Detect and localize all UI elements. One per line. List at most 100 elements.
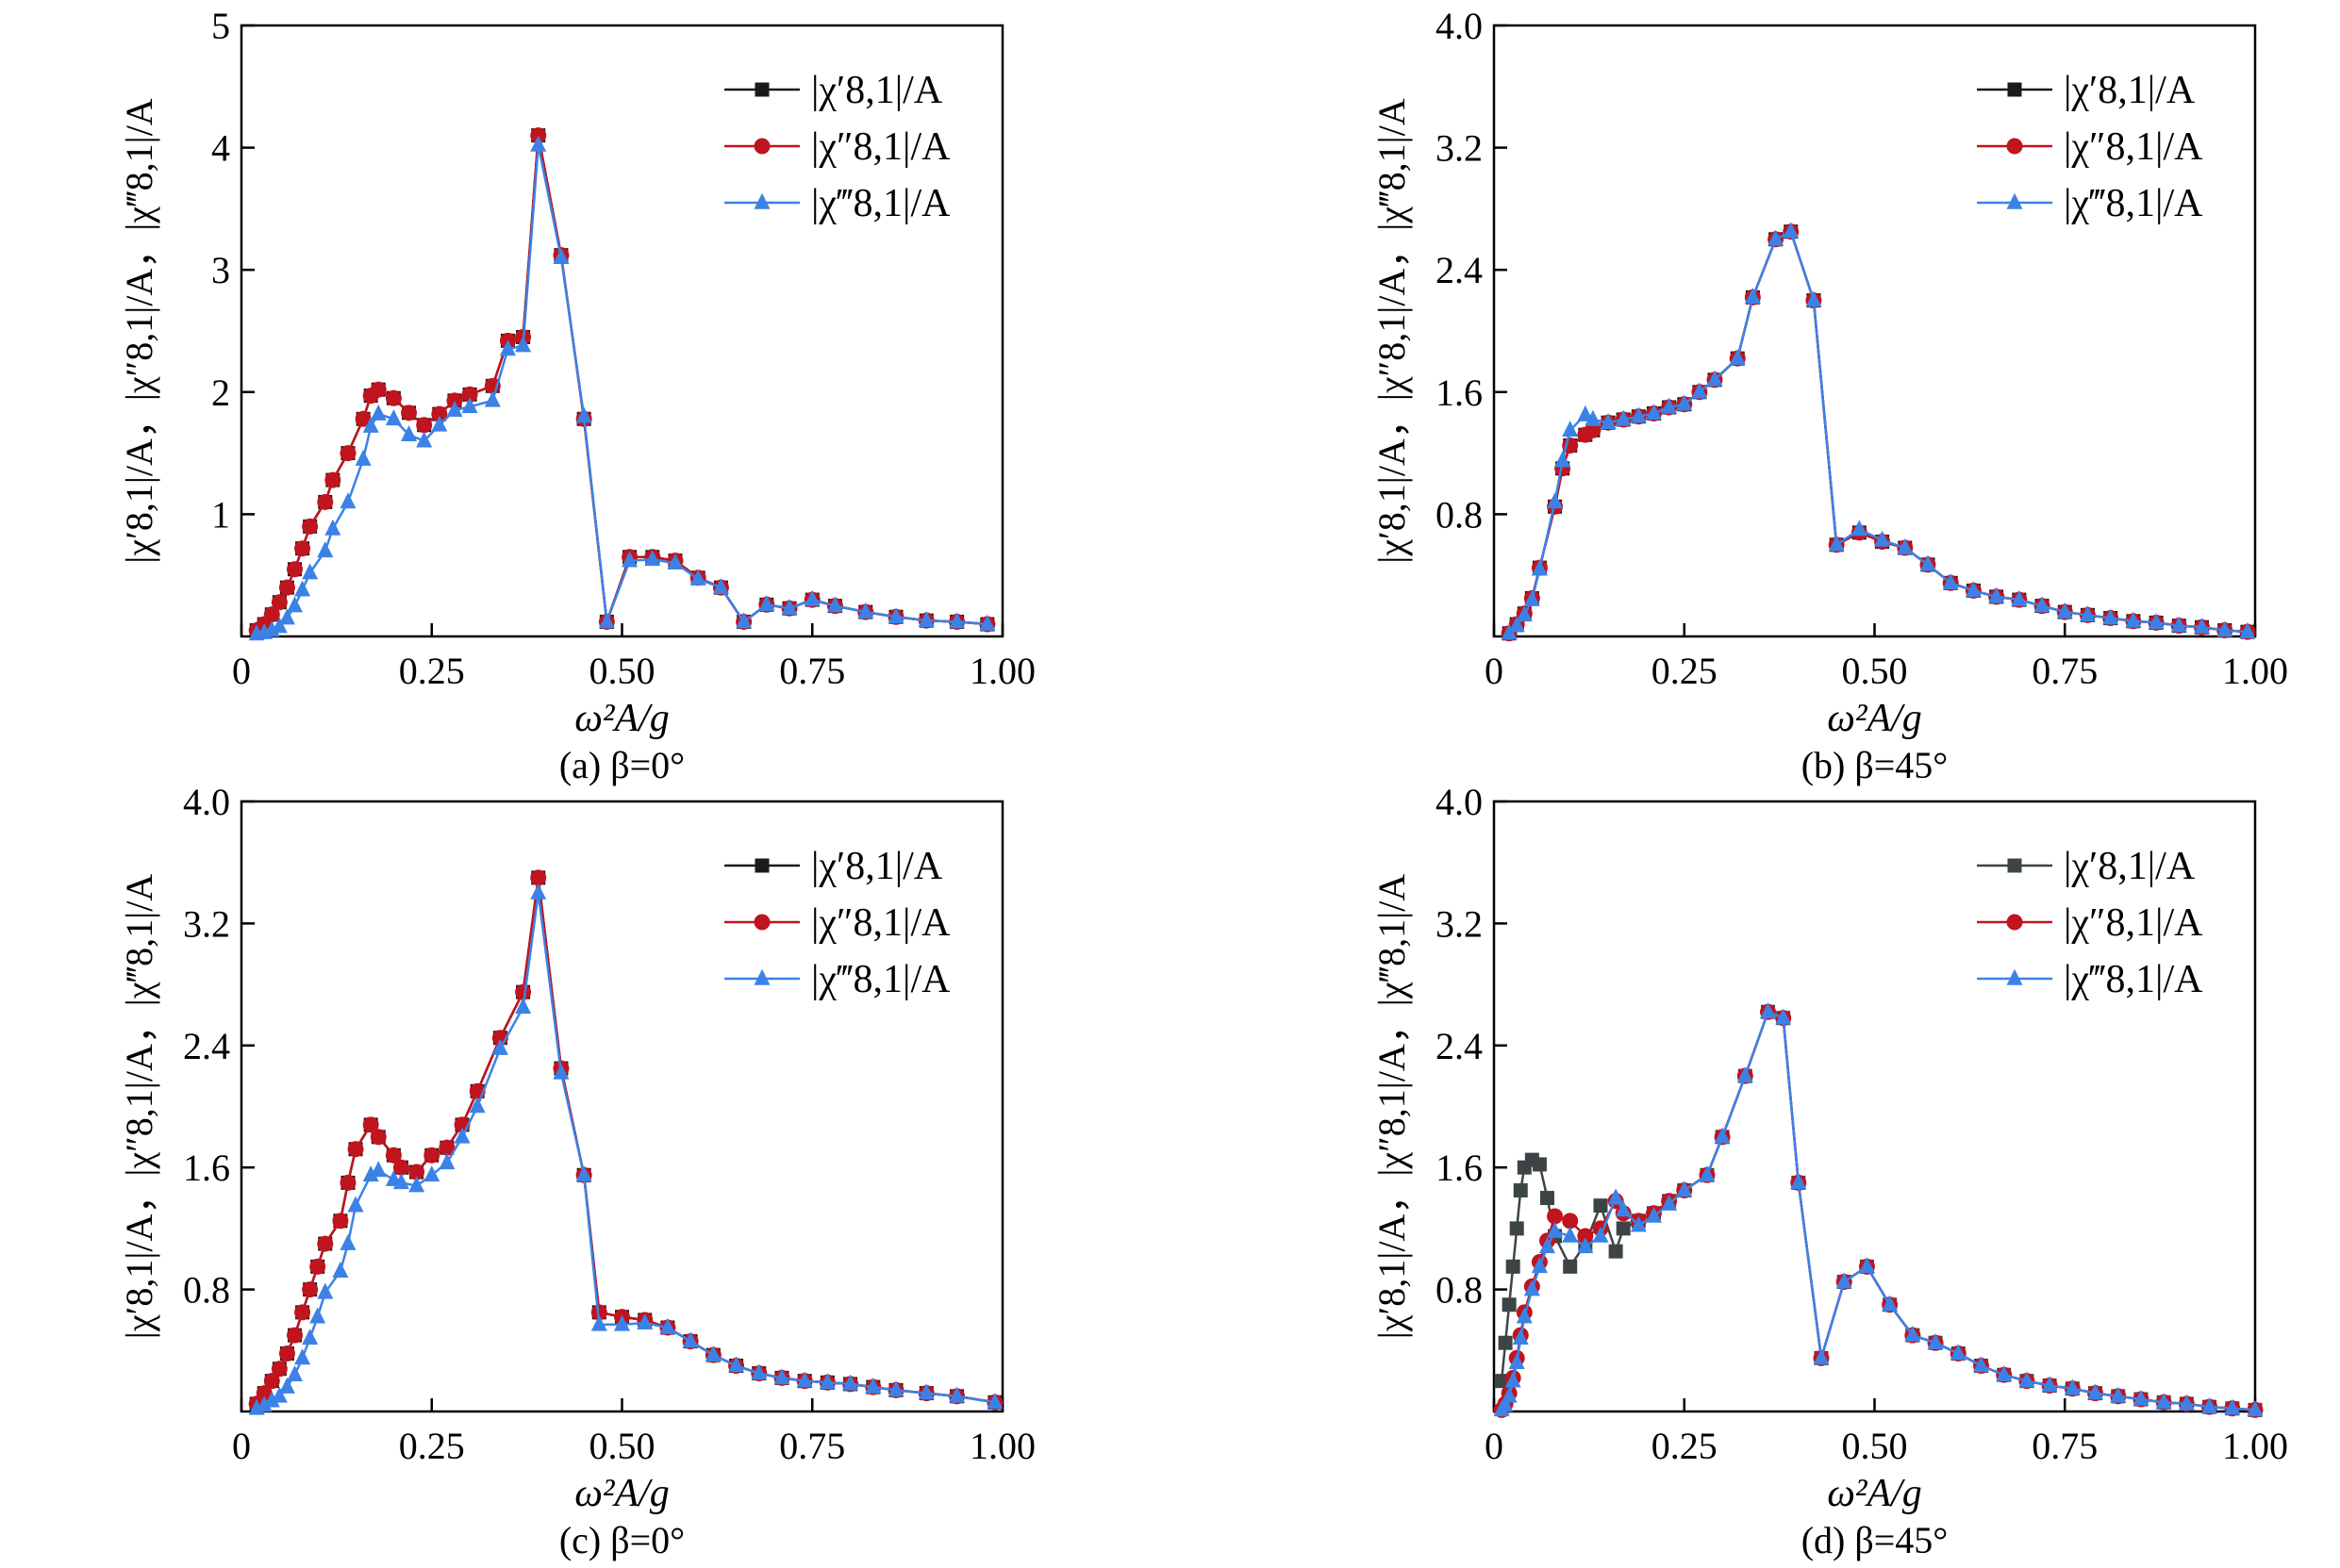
data-point [1600,413,1617,429]
data-point [758,595,775,612]
data-point [796,1371,813,1388]
x-tick-label: 0.50 [1842,1425,1908,1467]
x-tick-label: 1.00 [2222,1425,2288,1467]
x-tick-label: 0.75 [779,650,845,692]
data-point [2102,608,2119,625]
data-point [1615,1200,1632,1217]
data-point [294,580,311,597]
data-point [1498,1335,1513,1350]
data-point [446,401,463,418]
data-point [1516,1307,1533,1324]
legend-label: |χ″8,1|/A [2064,901,2203,945]
data-point [1504,1371,1521,1388]
data-point [1505,1259,1520,1274]
data-point [423,1147,440,1164]
data-point [2133,1389,2149,1406]
data-point [667,553,684,570]
data-point [324,519,341,536]
data-point [1645,1206,1662,1223]
data-point [446,392,463,409]
data-point [575,1165,592,1182]
data-point [2011,589,2028,606]
panel-caption: (b) β=45° [1801,744,1949,786]
data-point [2087,1383,2104,1400]
data-point [1547,1221,1564,1238]
y-tick-label: 3 [211,249,230,291]
y-tick-label: 3.2 [1436,127,1483,170]
data-point [1523,589,1540,606]
data-point [263,1373,280,1390]
data-point [888,1380,904,1397]
data-point [2201,1396,2218,1413]
data-point [2224,1398,2241,1415]
y-tick-label: 3.2 [183,902,230,945]
data-point [1547,1208,1564,1225]
x-tick-label: 0.25 [399,650,465,692]
data-point [347,1196,364,1213]
x-axis-title: ω²A/g [574,697,670,740]
series-triangle [248,135,996,641]
data-point [888,607,904,624]
data-point [340,1174,357,1191]
data-point [278,1377,295,1394]
data-point [1512,1329,1529,1345]
legend-marker [754,914,771,931]
data-point [2079,605,2096,622]
data-point [2110,1386,2127,1403]
legend-marker [2006,192,2023,209]
legend-label: |χ′8,1|/A [811,845,943,888]
data-point [1988,586,2005,603]
data-point [385,389,402,406]
data-point [1585,409,1601,426]
data-point [1767,229,1784,246]
y-tick-label: 2.4 [183,1025,230,1067]
data-point [302,518,319,535]
data-point [1760,1002,1777,1019]
x-tick-label: 0.50 [589,650,656,692]
x-tick-label: 1.00 [970,650,1036,692]
data-point [1607,1188,1624,1205]
data-point [1531,1257,1548,1274]
data-point [278,1345,295,1362]
data-point [865,1377,882,1394]
y-axis-title: |χ′8,1|/A，|χ″8,1|/A，|χ‴8,1|/A [1370,874,1413,1339]
data-point [286,561,303,578]
data-point [271,594,288,611]
legend-label: |χ″8,1|/A [2064,125,2203,169]
data-point [689,569,706,586]
data-point [317,541,334,558]
series-line [1508,229,2249,635]
series-line [1500,1010,2256,1411]
data-point [1531,559,1548,576]
data-point [408,1176,425,1193]
series-triangle [248,883,1004,1415]
data-point [2216,620,2233,637]
data-point [263,606,280,623]
y-tick-label: 1.6 [183,1147,230,1189]
data-point [302,563,319,580]
data-point [469,1097,486,1114]
data-point [949,1386,966,1403]
data-point [1508,616,1525,633]
data-point [530,883,547,900]
data-point [1835,1272,1852,1289]
data-point [1645,404,1662,421]
data-point [530,135,547,152]
data-point [857,602,874,619]
data-point [256,1395,273,1412]
data-point [1532,1157,1547,1172]
data-point [2239,621,2256,638]
data-point [2247,1400,2264,1417]
data-point [454,1127,471,1144]
data-point [461,386,478,403]
data-point [575,406,592,423]
data-point [491,1038,508,1055]
data-point [2056,602,2073,619]
series-line [1501,1010,2256,1411]
data-point [819,1373,836,1390]
data-point [263,1391,280,1408]
data-point [1942,573,1959,590]
data-point [1615,409,1632,426]
y-tick-label: 0.8 [1436,1269,1483,1312]
